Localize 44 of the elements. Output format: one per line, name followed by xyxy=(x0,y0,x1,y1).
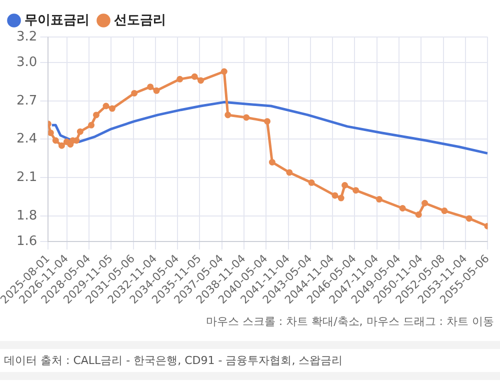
text: 마우스 스크롤 : 차트 확대/축소, 마우스 드래그 : 차트 이동 xyxy=(204,314,494,329)
point xyxy=(102,102,110,110)
legend-label: 무이표금리 xyxy=(24,12,90,28)
point xyxy=(108,105,116,112)
y-tick-label: 2.1 xyxy=(16,170,38,185)
point xyxy=(198,77,204,84)
point xyxy=(376,196,382,203)
y-tick-label: 1.6 xyxy=(16,234,38,249)
point xyxy=(191,73,198,80)
point xyxy=(131,90,138,96)
point xyxy=(88,122,95,128)
point xyxy=(422,200,428,206)
point xyxy=(268,158,276,166)
y-tick-label: 3.2 xyxy=(16,29,38,44)
point xyxy=(52,137,59,144)
point xyxy=(63,138,70,146)
point xyxy=(58,142,65,149)
point xyxy=(332,192,338,199)
y-tick-label: 1.8 xyxy=(16,208,38,224)
y-tick-label: 3.0 xyxy=(16,54,38,70)
text: 데이터 출처 : CALL금리 - 한국은행, CD91 - 금융투자협회, 스왑금리 xyxy=(0,349,500,372)
point xyxy=(224,112,232,118)
point xyxy=(220,68,228,75)
y-tick-label: 2.4 xyxy=(16,132,38,147)
point xyxy=(308,179,315,186)
point xyxy=(338,194,344,202)
point xyxy=(399,204,406,212)
point xyxy=(243,114,250,121)
point xyxy=(67,141,74,148)
point xyxy=(342,182,348,188)
point xyxy=(441,208,448,214)
point xyxy=(264,118,270,125)
point xyxy=(352,187,360,194)
point xyxy=(176,76,184,82)
point xyxy=(147,84,154,90)
point xyxy=(48,130,54,136)
point xyxy=(466,215,472,222)
point xyxy=(76,128,84,135)
point xyxy=(415,211,422,218)
point xyxy=(286,169,293,176)
y-tick-label: 2.7 xyxy=(16,93,38,108)
point xyxy=(92,112,100,118)
point xyxy=(153,87,160,94)
legend-label: 선도금리 xyxy=(114,12,166,28)
